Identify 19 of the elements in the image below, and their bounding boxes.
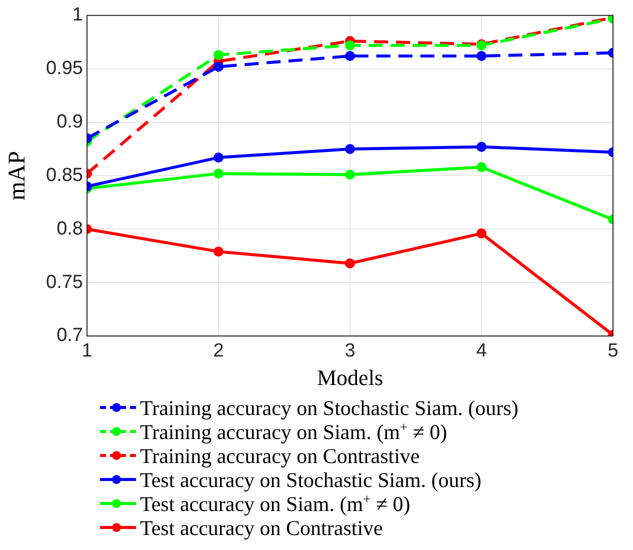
y-tick-label: 0.8 [56, 218, 83, 240]
y-tick-label: 0.7 [56, 325, 83, 346]
x-tick-label: 4 [476, 340, 488, 362]
legend-label: Test accuracy on Stochastic Siam. (ours) [140, 468, 482, 492]
y-tick-label: 0.85 [46, 164, 83, 186]
legend-label: Training accuracy on Contrastive [140, 444, 420, 468]
y-axis-title: mAP [4, 151, 30, 200]
y-tick-label: 1 [72, 4, 83, 26]
legend-label: Test accuracy on Siam. (m$^{+}$ ≠ 0) [140, 491, 410, 516]
x-tick-label: 2 [213, 340, 224, 362]
y-tick-label: 0.95 [46, 58, 83, 80]
x-axis-title: Models [316, 365, 384, 391]
x-tick-label: 3 [344, 340, 356, 362]
legend-label: Training accuracy on Siam. (m$^{+}$ ≠ 0) [140, 419, 448, 444]
y-tick-label: 0.9 [56, 112, 83, 132]
legend-label: Test accuracy on Contrastive [140, 516, 383, 540]
legend-label: Training accuracy on Stochastic Siam. (ours) [140, 396, 518, 420]
y-tick-label: 0.75 [46, 272, 83, 293]
x-tick-label: 5 [608, 340, 618, 362]
